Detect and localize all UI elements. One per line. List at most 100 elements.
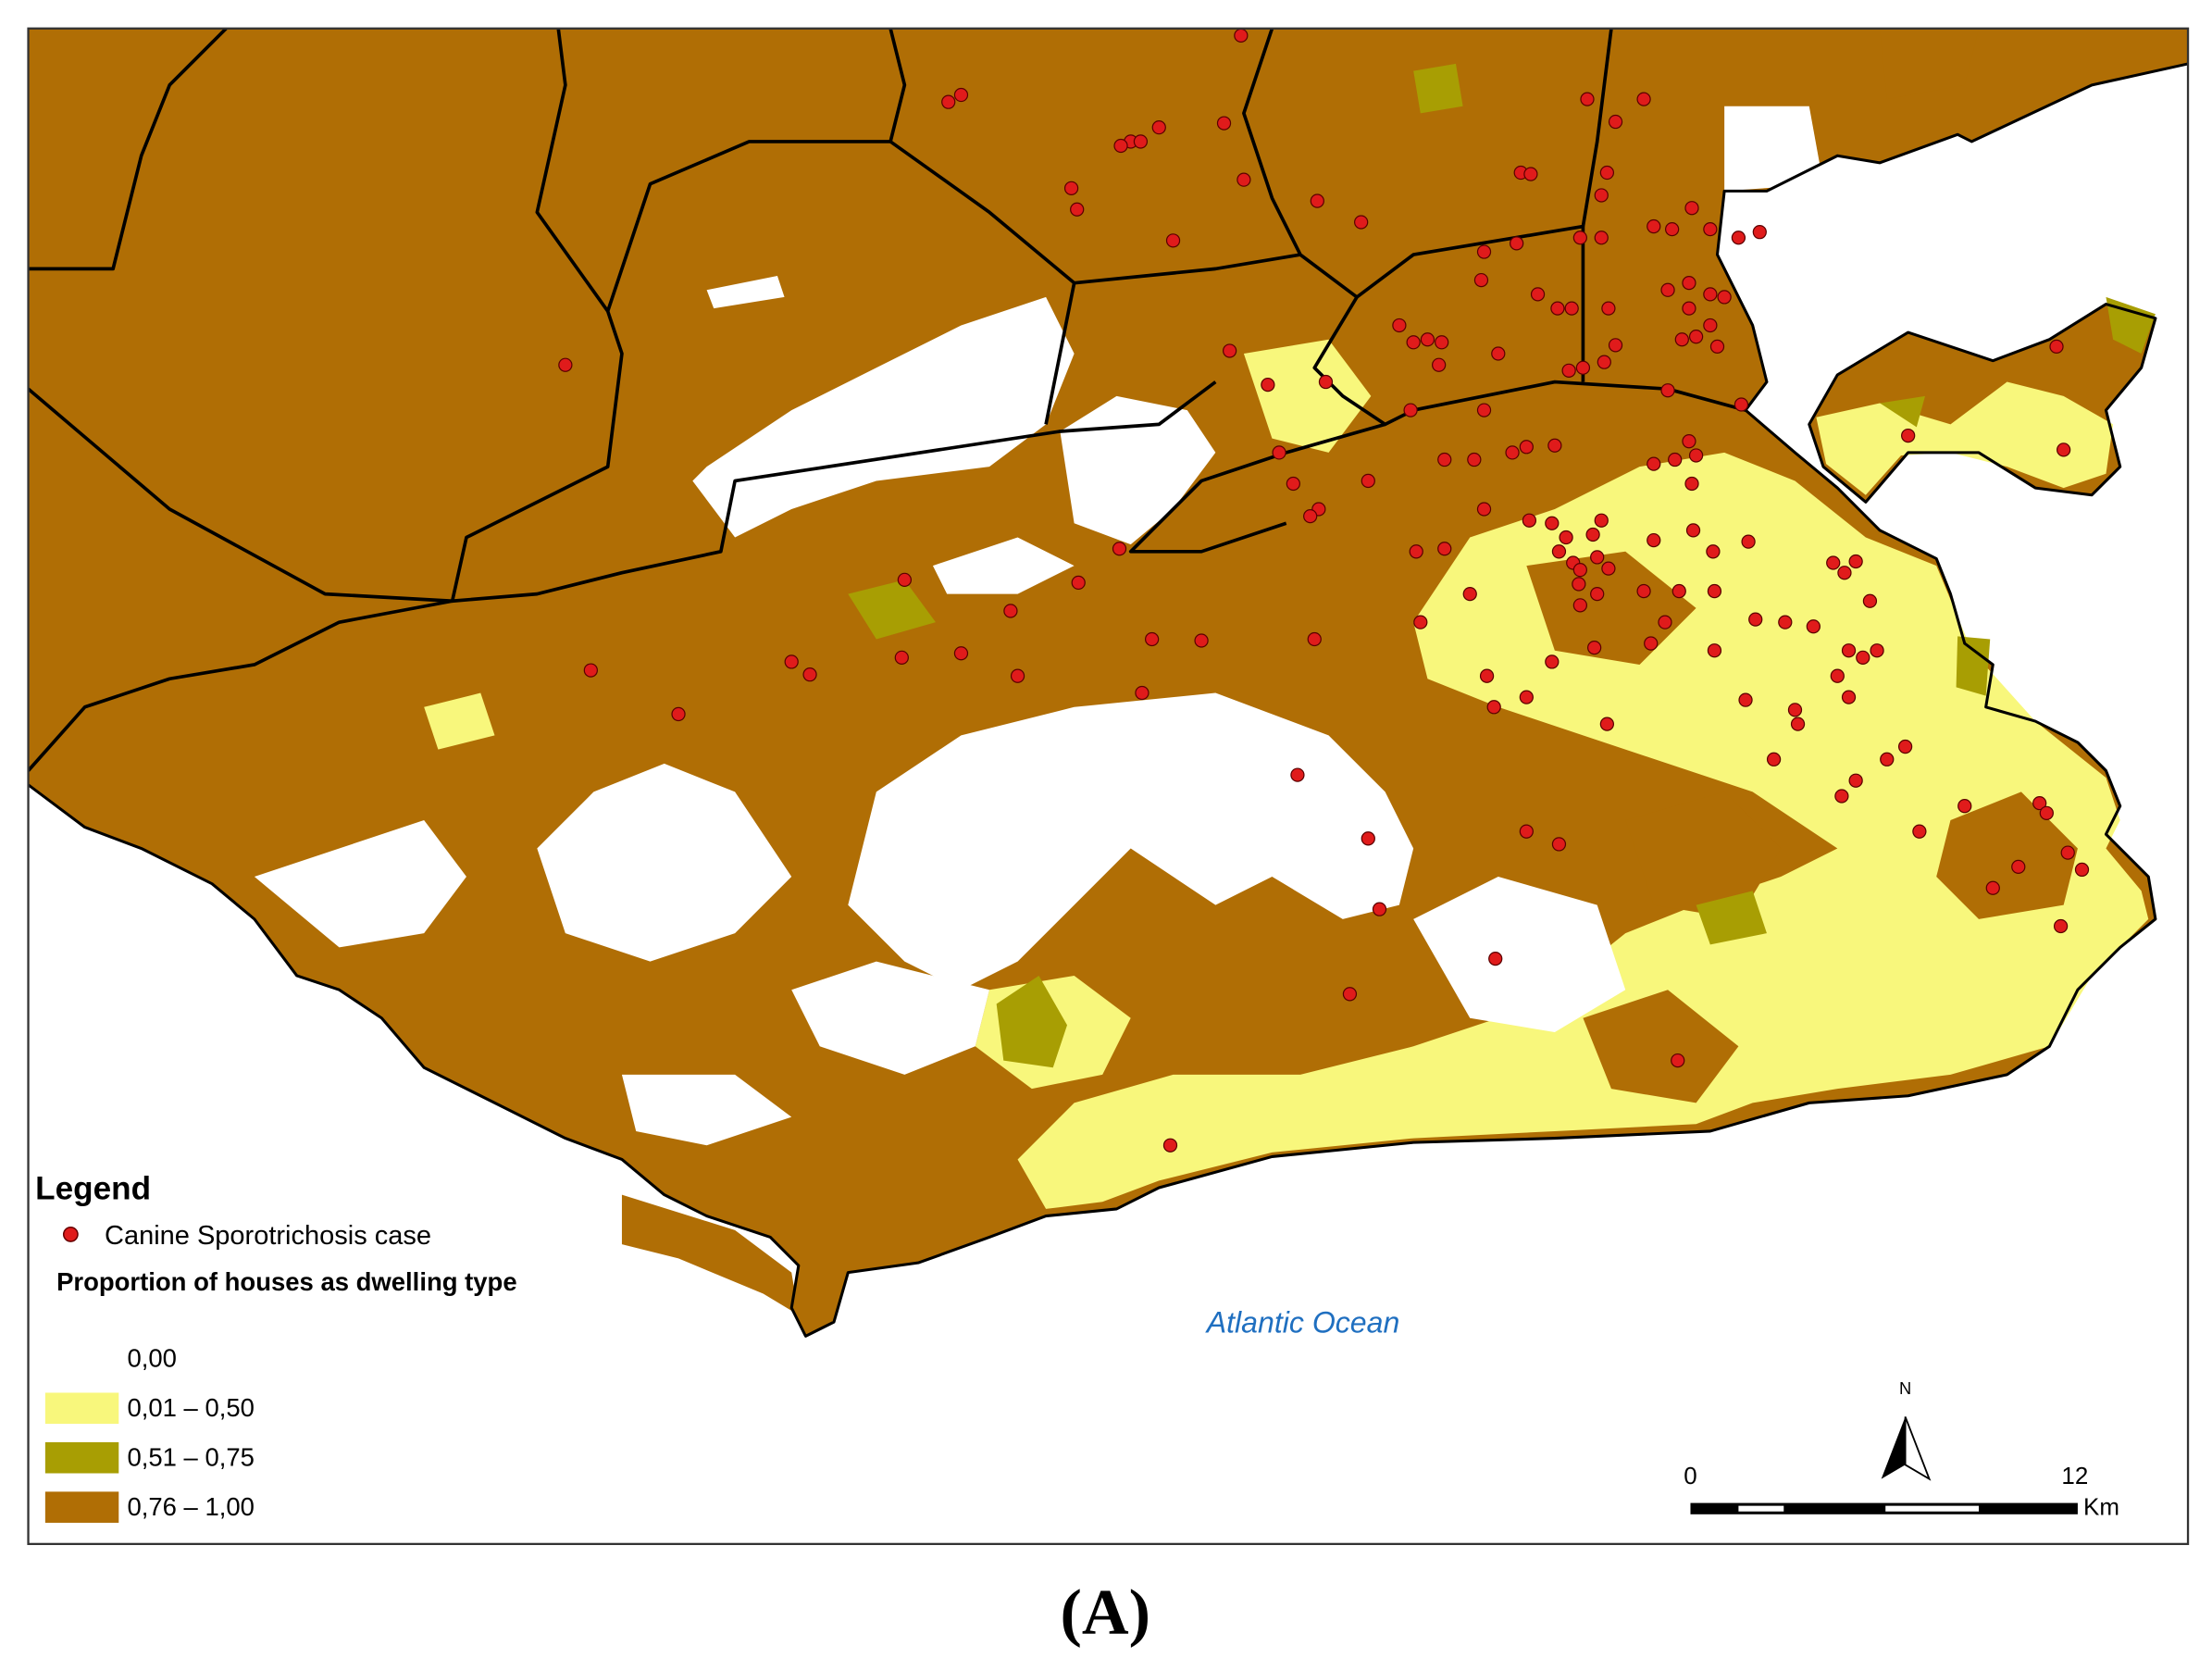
zone	[2106, 296, 2156, 355]
legend-point-label: Canine Sporotrichosis case	[105, 1221, 431, 1251]
case-point	[1162, 1138, 1178, 1153]
legend-swatch	[44, 1491, 119, 1523]
case-points	[558, 28, 2090, 1153]
case-point	[1590, 550, 1605, 565]
case-point	[1684, 201, 1699, 216]
case-point	[1748, 612, 1763, 627]
case-point	[1133, 134, 1149, 149]
case-point	[1112, 542, 1127, 556]
district-border	[1128, 422, 1386, 554]
case-point	[1572, 563, 1587, 578]
case-point	[1671, 1053, 1685, 1068]
case-point	[1403, 403, 1418, 418]
case-point	[1688, 330, 1704, 344]
case-point	[1572, 577, 1586, 592]
case-point	[1550, 301, 1565, 316]
case-point	[1674, 332, 1689, 347]
case-point	[1486, 700, 1501, 715]
zone	[1526, 551, 1696, 665]
case-point	[1717, 290, 1732, 305]
case-point	[1010, 668, 1025, 683]
case-point	[1307, 631, 1322, 647]
case-point	[1682, 276, 1696, 291]
zone	[621, 1074, 792, 1146]
case-point	[1644, 636, 1659, 651]
case-point	[1564, 301, 1579, 316]
case-point	[1731, 231, 1746, 245]
case-point	[2011, 859, 2026, 874]
zone	[1880, 395, 1925, 428]
case-point	[2060, 845, 2075, 860]
zone	[996, 975, 1068, 1068]
case-point	[558, 357, 573, 372]
district-border	[1074, 253, 1301, 285]
case-point	[1342, 987, 1358, 1002]
legend-class-label: 0,01 – 0,50	[127, 1393, 254, 1422]
scale-bar-segment	[1885, 1505, 1980, 1512]
case-point	[1476, 502, 1492, 517]
case-point	[1547, 438, 1562, 453]
case-point	[1519, 440, 1534, 455]
legend-title: Legend	[35, 1170, 151, 1206]
case-point	[1830, 668, 1845, 683]
case-point	[2049, 339, 2064, 355]
case-point	[1790, 717, 1806, 731]
case-point	[2039, 805, 2054, 820]
zone	[1816, 381, 2114, 495]
legend-swatch	[44, 1343, 119, 1375]
case-point	[1361, 473, 1375, 489]
case-point	[1685, 523, 1701, 538]
case-point	[1862, 593, 1878, 608]
case-point	[1848, 554, 1863, 569]
case-point	[1467, 452, 1482, 467]
zone	[1583, 990, 1739, 1103]
case-point	[1738, 692, 1753, 707]
case-point	[1479, 668, 1495, 683]
legend-swatch	[44, 1441, 119, 1474]
case-point	[1510, 236, 1524, 251]
case-point	[1476, 244, 1492, 259]
zone	[1956, 636, 1991, 696]
legend-classes: 0,00 0,01 – 0,50 0,51 – 0,75 0,76 – 1,00	[44, 1343, 255, 1523]
case-point	[1473, 272, 1489, 288]
district-border	[28, 28, 228, 271]
case-point	[1580, 92, 1595, 106]
case-point	[1684, 476, 1699, 492]
case-point	[1608, 338, 1623, 353]
case-point	[1522, 513, 1537, 528]
case-point	[1856, 650, 1870, 665]
figure-caption: (A)	[1060, 1577, 1150, 1649]
zone	[1243, 339, 1372, 453]
scale-bar-segment	[1690, 1502, 2078, 1514]
case-point	[1660, 383, 1675, 398]
case-point	[1658, 615, 1672, 629]
case-point	[1551, 837, 1567, 852]
case-point	[1703, 221, 1718, 237]
map-body	[28, 28, 2189, 1338]
district-border	[889, 140, 1076, 425]
zone	[706, 276, 785, 309]
case-point	[1551, 544, 1567, 559]
case-point	[1734, 397, 1749, 412]
case-point	[1572, 598, 1587, 613]
coastline	[28, 62, 2189, 1338]
legend-swatch	[44, 1392, 119, 1425]
case-point	[1144, 631, 1160, 647]
case-point	[1519, 690, 1534, 704]
case-point	[1151, 120, 1166, 135]
case-point	[1778, 615, 1793, 629]
case-point	[1647, 218, 1661, 234]
case-point	[1523, 167, 1538, 181]
case-point	[2053, 918, 2069, 934]
case-point	[1354, 215, 1369, 230]
case-point	[897, 572, 913, 587]
case-point	[1594, 188, 1609, 203]
case-point	[583, 663, 598, 678]
case-point	[1063, 181, 1079, 195]
district-border	[605, 28, 907, 312]
case-point	[1437, 542, 1452, 556]
case-point	[1222, 343, 1237, 358]
case-point	[1707, 583, 1722, 599]
case-point	[1912, 824, 1927, 839]
